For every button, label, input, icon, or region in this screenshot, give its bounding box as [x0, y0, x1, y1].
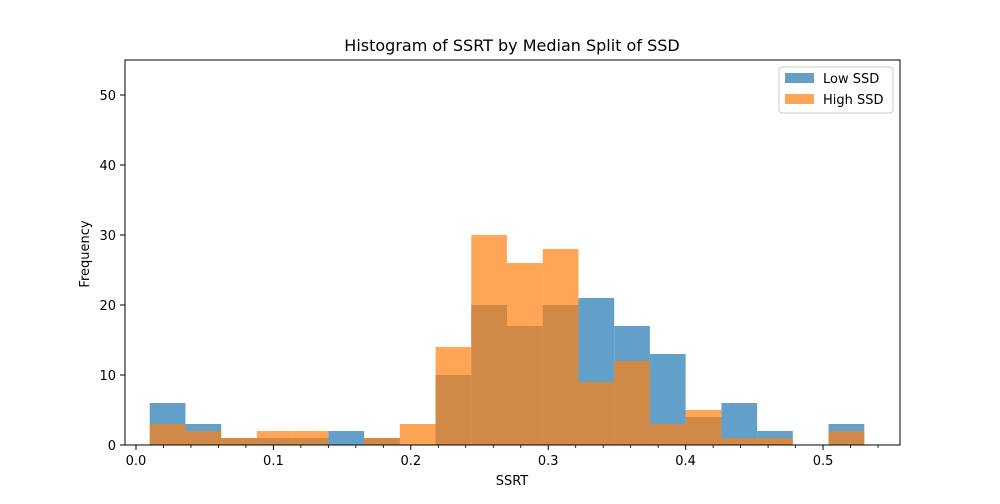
legend: Low SSD High SSD: [778, 66, 894, 114]
bar: [507, 263, 543, 445]
bar: [364, 438, 400, 445]
y-tick-label: 10: [99, 369, 116, 384]
chart-title: Histogram of SSRT by Median Split of SSD: [344, 36, 679, 55]
legend-swatch-low-ssd: [785, 73, 814, 83]
bar: [649, 424, 686, 445]
y-tick-label: 20: [99, 299, 116, 314]
bar: [185, 431, 222, 445]
x-axis-label: SSRT: [496, 474, 529, 489]
y-tick-label: 50: [99, 89, 116, 104]
y-tick-label: 30: [99, 229, 116, 244]
bar: [578, 382, 615, 445]
axes-layer: [124, 59, 901, 446]
bar: [542, 249, 579, 445]
bar: [149, 424, 186, 445]
x-tick-label: 0.1: [263, 454, 284, 469]
legend-swatch-high-ssd: [785, 94, 814, 104]
x-tick-label: 0.4: [675, 454, 696, 469]
x-tick-label: 0.5: [813, 454, 834, 469]
x-tick-label: 0.0: [126, 454, 147, 469]
y-tick-label: 0: [108, 439, 116, 454]
bar: [471, 235, 508, 445]
x-tick-label: 0.2: [400, 454, 421, 469]
series-high-ssd: [149, 235, 865, 445]
y-ticks: 0 10 20 30 40 50: [99, 89, 125, 454]
legend-label-high-ssd: High SSD: [823, 93, 884, 108]
legend-label-low-ssd: Low SSD: [823, 72, 879, 87]
x-tick-label: 0.3: [538, 454, 559, 469]
bar: [757, 438, 793, 445]
bar: [399, 424, 436, 445]
bars-layer: [149, 235, 865, 445]
bar: [721, 438, 758, 445]
y-tick-label: 40: [99, 159, 116, 174]
bar: [614, 361, 650, 445]
bar: [328, 431, 365, 445]
y-axis-label: Frequency: [78, 220, 93, 287]
bar: [828, 431, 865, 445]
x-ticks: 0.0 0.1 0.2 0.3 0.4 0.5: [126, 445, 879, 469]
plot-frame: [124, 59, 901, 446]
bar: [256, 431, 293, 445]
bar: [685, 410, 722, 445]
bar: [435, 347, 472, 445]
bar: [221, 438, 257, 445]
bar: [292, 431, 329, 445]
